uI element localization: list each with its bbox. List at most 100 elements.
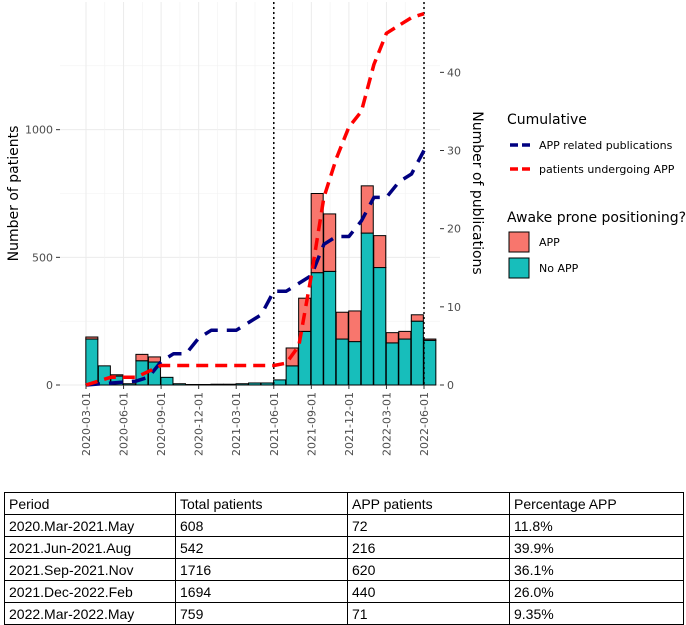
legend-label: APP xyxy=(539,236,560,249)
table-cell: 759 xyxy=(175,602,348,625)
x-tick-label: 2021-03-01 xyxy=(230,392,243,456)
chart: 0 500 1000 0 10 20 30 40 2020-03-01 2020-06-01 202… xyxy=(6,2,686,456)
legend-label: APP related publications xyxy=(539,139,673,152)
summary-table: Period Total patients APP patients Perce… xyxy=(4,492,684,625)
bar-app xyxy=(110,374,124,377)
y-tick-label-right: 30 xyxy=(447,145,461,158)
bar-app xyxy=(423,338,437,341)
bar-app xyxy=(385,332,399,344)
table-header-cell: Period xyxy=(4,492,176,515)
bar-no-app xyxy=(285,365,299,386)
table-cell: 36.1% xyxy=(509,558,684,581)
table-row: 2020.Mar-2021.May 608 72 11.8% xyxy=(4,514,684,537)
table-cell: 1694 xyxy=(175,580,348,603)
bar-no-app xyxy=(360,232,374,386)
table-cell: 2021.Jun-2021.Aug xyxy=(4,536,176,559)
y-tick-label-right: 20 xyxy=(447,223,461,236)
table-cell: 2021.Sep-2021.Nov xyxy=(4,558,176,581)
legend-title-cumulative: Cumulative xyxy=(507,112,587,128)
bar-app xyxy=(398,330,412,340)
table-row: 2021.Sep-2021.Nov 1716 620 36.1% xyxy=(4,558,684,581)
bar-no-app xyxy=(85,338,99,386)
bar-no-app xyxy=(248,382,262,386)
table-cell: 608 xyxy=(175,514,348,537)
bar-no-app xyxy=(310,272,324,386)
bar-no-app xyxy=(385,342,399,386)
x-tick-label: 2020-06-01 xyxy=(118,392,131,456)
table-cell: 9.35% xyxy=(509,602,684,625)
legend-key-box xyxy=(508,231,530,253)
table-cell: 71 xyxy=(347,602,510,625)
bar-no-app xyxy=(122,383,136,386)
table-cell: 620 xyxy=(347,558,510,581)
bar-no-app xyxy=(197,383,212,386)
table-cell: 72 xyxy=(347,514,510,537)
publications-line xyxy=(85,149,426,387)
table-cell: 39.9% xyxy=(509,536,684,559)
bar-app xyxy=(85,336,99,340)
table-cell: 1716 xyxy=(175,558,348,581)
bar-no-app xyxy=(172,383,186,386)
table-cell: 2021.Dec-2022.Feb xyxy=(4,580,176,603)
table-row: 2021.Dec-2022.Feb 1694 440 26.0% xyxy=(4,580,684,603)
y-tick-label-right: 40 xyxy=(447,66,461,79)
bar-app xyxy=(135,353,149,362)
x-tick-label: 2022-03-01 xyxy=(380,392,393,456)
table-header-row: Period Total patients APP patients Perce… xyxy=(4,492,684,515)
bar-app xyxy=(360,185,374,234)
legend-title-app: Awake prone positioning? xyxy=(507,210,686,226)
table-cell: 11.8% xyxy=(509,514,684,537)
y-axis-title-right: Number of publications xyxy=(469,111,485,274)
x-tick-label: 2020-09-01 xyxy=(155,392,168,456)
table-row: 2022.Mar-2022.May 759 71 9.35% xyxy=(4,602,684,625)
legend-label: patients undergoing APP xyxy=(539,163,675,176)
bar-no-app xyxy=(160,376,174,386)
x-tick-label: 2020-12-01 xyxy=(193,392,206,456)
bar-no-app xyxy=(423,339,437,386)
bar-app xyxy=(310,193,324,274)
legend-key-box xyxy=(508,257,530,279)
bar-app xyxy=(348,310,362,343)
table-cell: 216 xyxy=(347,536,510,559)
y-tick-label-left: 1000 xyxy=(25,124,53,137)
table-cell: 26.0% xyxy=(509,580,684,603)
table-cell: 440 xyxy=(347,580,510,603)
y-tick-label-right: 10 xyxy=(447,301,461,314)
table-header-cell: Percentage APP xyxy=(509,492,684,515)
patients-app-line xyxy=(85,12,425,387)
y-axis-title-left: Number of patients xyxy=(6,126,22,262)
bar-no-app xyxy=(335,338,349,386)
bar-no-app xyxy=(185,383,199,386)
x-tick-label: 2021-12-01 xyxy=(343,392,356,456)
bar-no-app xyxy=(235,383,249,386)
table-header-cell: APP patients xyxy=(347,492,510,515)
table-header-cell: Total patients xyxy=(175,492,348,515)
bar-no-app xyxy=(273,379,287,386)
legend-label: No APP xyxy=(539,262,579,275)
table-cell: 2020.Mar-2021.May xyxy=(4,514,176,537)
bars xyxy=(85,185,437,386)
y-tick-label-left: 500 xyxy=(32,251,53,264)
table-cell: 2022.Mar-2022.May xyxy=(4,602,176,625)
bar-app xyxy=(373,235,387,269)
bar-no-app xyxy=(348,341,362,386)
bar-app xyxy=(147,356,161,363)
bar-no-app xyxy=(223,383,237,386)
table-cell: 542 xyxy=(175,536,348,559)
bar-no-app xyxy=(410,320,424,386)
bar-no-app xyxy=(373,267,387,386)
x-tick-label: 2020-03-01 xyxy=(80,392,93,456)
bar-no-app xyxy=(398,338,412,386)
y-tick-label-left: 0 xyxy=(46,379,53,392)
bar-no-app xyxy=(323,270,337,386)
y-tick-label-right: 0 xyxy=(447,379,454,392)
x-tick-label: 2022-06-01 xyxy=(418,392,431,456)
x-tick-label: 2021-09-01 xyxy=(305,392,318,456)
table-row: 2021.Jun-2021.Aug 542 216 39.9% xyxy=(4,536,684,559)
bar-app xyxy=(335,311,349,340)
bar-no-app xyxy=(210,383,224,386)
bar-app xyxy=(410,314,424,322)
bar-no-app xyxy=(97,365,111,386)
x-tick-label: 2021-06-01 xyxy=(268,392,281,456)
bar-no-app xyxy=(260,382,274,386)
